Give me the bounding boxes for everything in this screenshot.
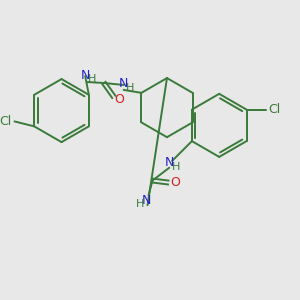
Text: H: H [136, 199, 144, 209]
Text: H: H [172, 162, 180, 172]
Text: Cl: Cl [0, 115, 12, 128]
Text: Cl: Cl [268, 103, 280, 116]
Text: H: H [126, 83, 135, 93]
Text: O: O [170, 176, 180, 189]
Text: O: O [114, 93, 124, 106]
Text: N: N [119, 77, 128, 91]
Text: N: N [164, 156, 174, 169]
Text: N: N [80, 69, 90, 82]
Text: N: N [142, 194, 151, 207]
Text: H: H [88, 74, 96, 84]
